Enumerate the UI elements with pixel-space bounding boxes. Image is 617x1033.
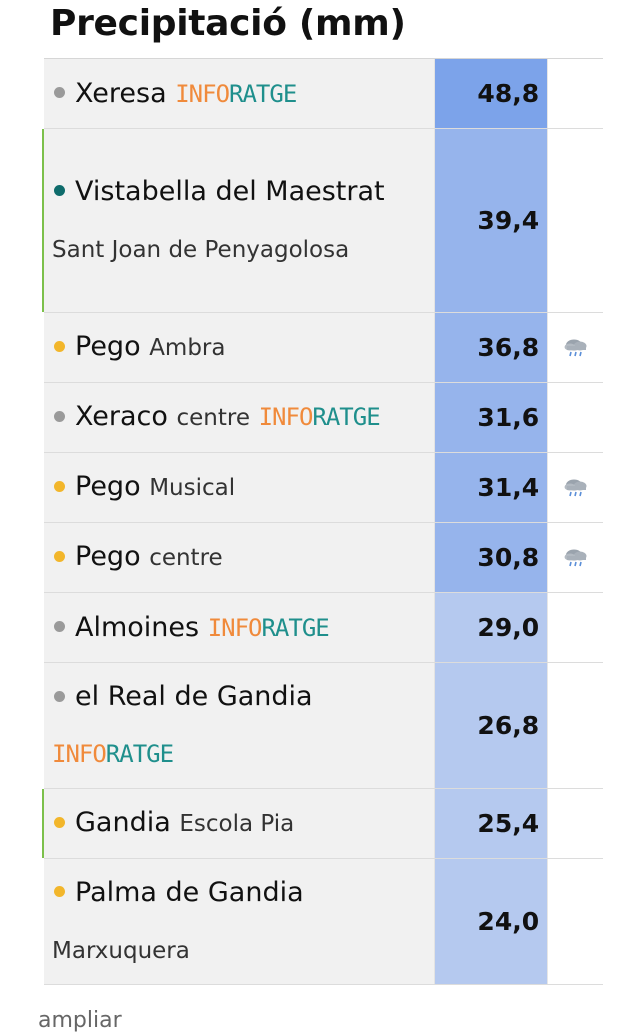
precipitation-value: 29,0 xyxy=(434,593,548,662)
station-sublocation: Musical xyxy=(149,475,236,501)
station-name[interactable]: Xeresa xyxy=(75,77,167,109)
precipitation-value: 26,8 xyxy=(434,663,548,788)
page-title: Precipitació (mm) xyxy=(50,3,406,44)
rain-cloud-icon xyxy=(564,479,587,496)
station-sublocation: centre xyxy=(149,545,223,571)
inforatge-logo: INFORATGE xyxy=(52,740,174,768)
station-name[interactable]: Almoines xyxy=(75,611,200,643)
logo-part-ratge: RATGE xyxy=(105,740,174,768)
station-row[interactable]: Vistabella del Maestrat Sant Joan de Pen… xyxy=(42,129,603,313)
station-sublocation: Escola Pia xyxy=(179,811,295,837)
station-name-cell: Xeraco centre INFORATGE xyxy=(44,383,435,452)
precipitation-value: 39,4 xyxy=(434,129,548,312)
station-name-cell: Pego Musical xyxy=(44,453,435,522)
logo-part-ratge: RATGE xyxy=(312,403,380,431)
weather-icon-cell xyxy=(547,663,603,788)
station-name[interactable]: Xeraco xyxy=(75,401,168,432)
status-dot xyxy=(54,621,65,632)
weather-icon-cell xyxy=(547,129,603,312)
rain-cloud-icon xyxy=(564,549,587,566)
status-dot xyxy=(54,886,65,897)
weather-icon-cell xyxy=(547,453,603,522)
status-dot xyxy=(54,690,65,702)
station-row[interactable]: Xeraco centre INFORATGE 31,6 xyxy=(44,383,603,453)
station-sublocation: Sant Joan de Penyagolosa xyxy=(52,236,350,263)
weather-icon-cell xyxy=(547,593,603,662)
weather-icon-cell xyxy=(547,59,603,128)
weather-icon-cell xyxy=(547,789,603,858)
station-name[interactable]: Palma de Gandia xyxy=(75,876,304,908)
station-name[interactable]: Vistabella del Maestrat xyxy=(75,175,385,207)
station-name-cell: Pego centre xyxy=(44,523,435,592)
station-row[interactable]: Pego Ambra 36,8 xyxy=(44,313,603,383)
station-name-cell: Vistabella del Maestrat Sant Joan de Pen… xyxy=(44,129,435,312)
station-sublocation: Marxuquera xyxy=(52,937,190,964)
precipitation-value: 24,0 xyxy=(434,859,548,984)
logo-part-ratge: RATGE xyxy=(261,613,329,642)
station-name-cell: Gandia Escola Pia xyxy=(44,789,435,858)
logo-part-ratge: RATGE xyxy=(229,79,297,108)
status-dot xyxy=(54,480,65,492)
inforatge-logo: INFORATGE xyxy=(207,613,330,642)
station-name[interactable]: Gandia xyxy=(75,807,171,838)
precipitation-value: 48,8 xyxy=(434,59,548,128)
station-name-cell: Pego Ambra xyxy=(44,313,435,382)
inforatge-logo: INFORATGE xyxy=(258,403,381,431)
status-dot xyxy=(54,816,65,828)
rain-cloud-icon xyxy=(564,339,587,356)
expand-link[interactable]: ampliar xyxy=(38,1008,122,1033)
station-name-cell: Xeresa INFORATGE xyxy=(44,59,435,128)
station-row[interactable]: Pego Musical 31,4 xyxy=(44,453,603,523)
station-name[interactable]: Pego xyxy=(75,331,141,362)
precipitation-table: Xeresa INFORATGE 48,8 Vistabella del Maest… xyxy=(42,58,603,985)
logo-part-info: INFO xyxy=(207,613,263,642)
precipitation-value: 31,4 xyxy=(434,453,548,522)
weather-icon-cell xyxy=(547,523,603,592)
status-dot xyxy=(54,340,65,352)
status-dot xyxy=(54,87,65,98)
weather-icon-cell xyxy=(547,383,603,452)
station-row[interactable]: Almoines INFORATGE 29,0 xyxy=(44,593,603,663)
station-name-cell: Palma de Gandia Marxuquera xyxy=(44,859,435,984)
status-dot xyxy=(54,410,65,422)
logo-part-info: INFO xyxy=(258,403,314,431)
station-name[interactable]: Pego xyxy=(75,541,141,572)
station-row[interactable]: Palma de Gandia Marxuquera 24,0 xyxy=(44,859,603,985)
station-row[interactable]: Xeresa INFORATGE 48,8 xyxy=(44,59,603,129)
precipitation-value: 31,6 xyxy=(434,383,548,452)
status-dot xyxy=(54,550,65,562)
status-dot xyxy=(54,185,65,196)
station-name-cell: el Real de Gandia INFORATGE xyxy=(44,663,435,788)
logo-part-info: INFO xyxy=(52,740,107,768)
station-sublocation: centre xyxy=(176,405,251,431)
station-row[interactable]: Gandia Escola Pia 25,4 xyxy=(42,789,603,859)
inforatge-logo: INFORATGE xyxy=(175,79,297,108)
precipitation-value: 36,8 xyxy=(434,313,548,382)
logo-part-info: INFO xyxy=(175,79,230,108)
station-name[interactable]: el Real de Gandia xyxy=(75,681,313,712)
precipitation-value: 25,4 xyxy=(434,789,548,858)
station-row[interactable]: Pego centre 30,8 xyxy=(44,523,603,593)
precipitation-value: 30,8 xyxy=(434,523,548,592)
station-row[interactable]: el Real de Gandia INFORATGE 26,8 xyxy=(44,663,603,789)
weather-icon-cell xyxy=(547,859,603,984)
weather-icon-cell xyxy=(547,313,603,382)
station-name[interactable]: Pego xyxy=(75,471,141,502)
station-name-cell: Almoines INFORATGE xyxy=(44,593,435,662)
station-sublocation: Ambra xyxy=(149,335,226,361)
